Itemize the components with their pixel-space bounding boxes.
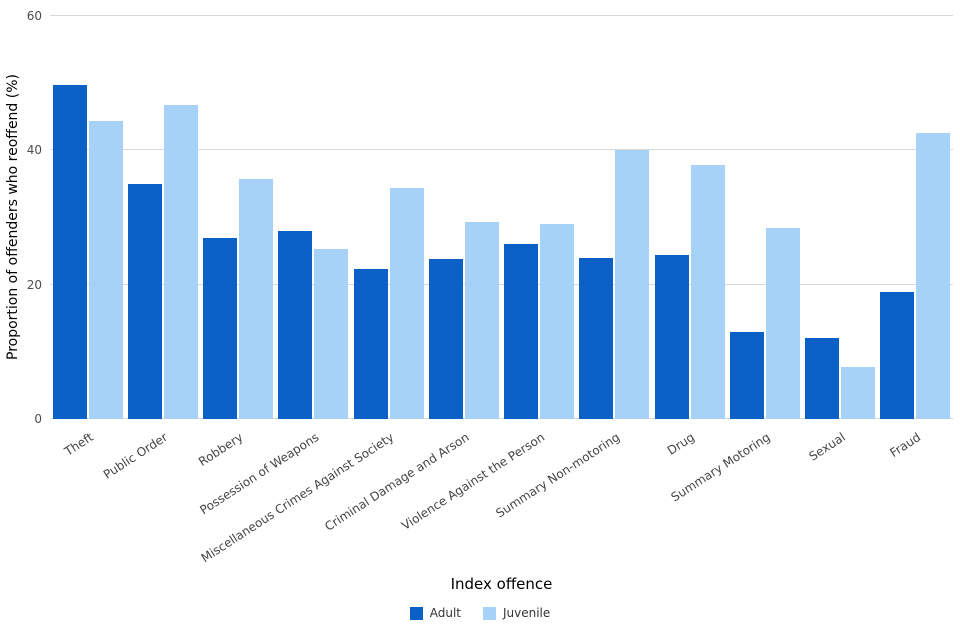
- y-tick-label: 60: [26, 9, 42, 23]
- bar-adult: [353, 268, 388, 419]
- bar-group: [504, 16, 575, 419]
- bar-adult: [579, 257, 614, 419]
- bar-juvenile: [690, 165, 725, 419]
- legend: Adult Juvenile: [0, 606, 960, 620]
- bar-adult: [52, 85, 87, 419]
- bar-juvenile: [841, 366, 876, 419]
- x-tick-label: Violence Against the Person: [398, 430, 547, 533]
- legend-swatch: [482, 606, 496, 620]
- bar-group: [52, 16, 123, 419]
- bar-juvenile: [765, 228, 800, 419]
- legend-label: Juvenile: [502, 606, 551, 620]
- bar-group: [654, 16, 725, 419]
- x-axis-title: Index offence: [450, 575, 553, 593]
- bar-juvenile: [239, 178, 274, 419]
- legend-item-juvenile: Juvenile: [482, 606, 551, 620]
- bar-group: [579, 16, 650, 419]
- bar-group: [729, 16, 800, 419]
- bar-adult: [504, 243, 539, 419]
- bar-adult: [428, 259, 463, 419]
- x-tick-label: Sexual: [806, 430, 848, 464]
- bar-juvenile: [163, 104, 198, 419]
- legend-item-adult: Adult: [409, 606, 461, 620]
- bar-adult: [729, 331, 764, 419]
- bar-groups: [50, 16, 953, 419]
- bar-group: [428, 16, 499, 419]
- gridline: [50, 15, 953, 16]
- legend-swatch: [409, 606, 423, 620]
- bar-adult: [203, 238, 238, 419]
- x-tick-label: Public Order: [101, 430, 171, 482]
- bar-adult: [127, 183, 162, 419]
- y-tick-label: 40: [26, 143, 42, 158]
- bar-group: [880, 16, 951, 419]
- x-tick-label: Summary Non-motoring: [493, 430, 622, 521]
- x-tick-label: Robbery: [196, 430, 246, 469]
- bar-group: [805, 16, 876, 419]
- legend-label: Adult: [429, 606, 461, 620]
- plot-area: [50, 15, 953, 419]
- y-tick-label: 0: [34, 412, 42, 426]
- bar-juvenile: [88, 120, 123, 419]
- bar-adult: [880, 292, 915, 419]
- x-tick-label: Criminal Damage and Arson: [322, 430, 472, 534]
- gridline: [50, 283, 953, 285]
- gridline: [50, 418, 953, 419]
- bar-juvenile: [464, 222, 499, 419]
- bar-adult: [805, 338, 840, 419]
- bar-juvenile: [389, 187, 424, 419]
- x-tick-label: Drug: [664, 430, 698, 458]
- bar-group: [203, 16, 274, 419]
- gridline: [50, 149, 953, 151]
- bar-juvenile: [540, 224, 575, 419]
- bar-adult: [654, 255, 689, 419]
- y-tick-label: 20: [26, 277, 42, 292]
- bar-adult: [278, 230, 313, 419]
- x-axis-labels: Theft Public Order Robbery Possession of We…: [50, 420, 953, 570]
- bar-juvenile: [916, 132, 951, 419]
- y-axis-ticks: 0 20 40 60: [0, 9, 42, 426]
- bar-juvenile: [615, 150, 650, 419]
- x-tick-label: Theft: [61, 430, 96, 459]
- x-tick-label: Fraud: [887, 430, 924, 461]
- bar-group: [353, 16, 424, 419]
- bar-juvenile: [314, 249, 349, 419]
- bar-group: [278, 16, 349, 419]
- bar-group: [127, 16, 198, 419]
